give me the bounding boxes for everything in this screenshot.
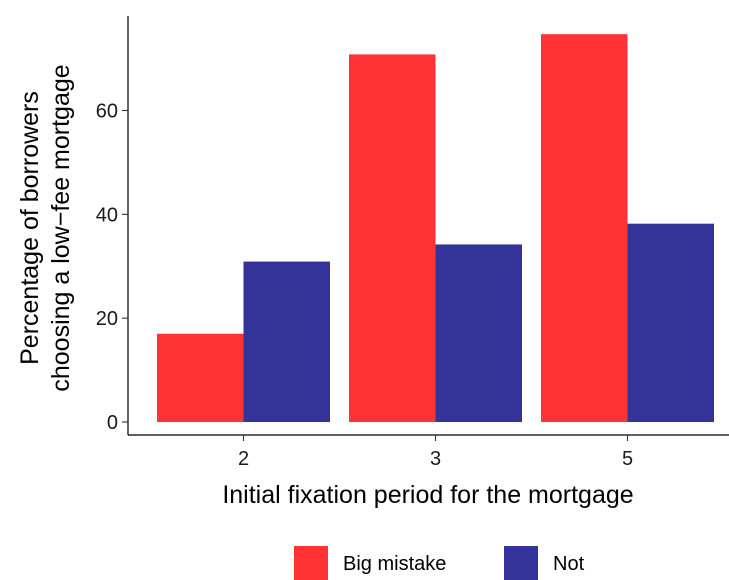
legend-label-not: Not — [553, 553, 585, 575]
bars-layer — [157, 34, 714, 423]
legend-swatch-not — [504, 546, 538, 580]
x-ticks: 2 3 5 — [238, 435, 633, 470]
x-tick-label-2: 2 — [238, 448, 249, 470]
y-axis-title: Percentage of borrowers choosing a low−f… — [16, 64, 75, 391]
y-tick-label-60: 60 — [96, 100, 118, 122]
y-tick-label-40: 40 — [96, 204, 118, 226]
bar-big-mistake-3 — [349, 54, 436, 423]
legend-label-big-mistake: Big mistake — [343, 553, 446, 575]
y-tick-label-20: 20 — [96, 308, 118, 330]
x-axis-title: Initial fixation period for the mortgage — [222, 481, 633, 509]
axes-layer — [127, 16, 729, 436]
bar-not-3 — [435, 244, 522, 423]
legend: Big mistake Not — [294, 546, 585, 580]
bar-not-5 — [627, 223, 714, 423]
legend-swatch-big-mistake — [294, 546, 328, 580]
y-axis-title-line-2: choosing a low−fee mortgage — [47, 64, 75, 391]
y-ticks: 0 20 40 60 — [96, 100, 128, 434]
x-tick-label-5: 5 — [622, 448, 633, 470]
y-axis-title-line-1: Percentage of borrowers — [16, 91, 44, 365]
y-tick-label-0: 0 — [107, 412, 118, 434]
bar-big-mistake-2 — [157, 333, 244, 423]
bar-not-2 — [243, 261, 330, 423]
bar-big-mistake-5 — [541, 34, 628, 423]
x-tick-label-3: 3 — [430, 448, 441, 470]
